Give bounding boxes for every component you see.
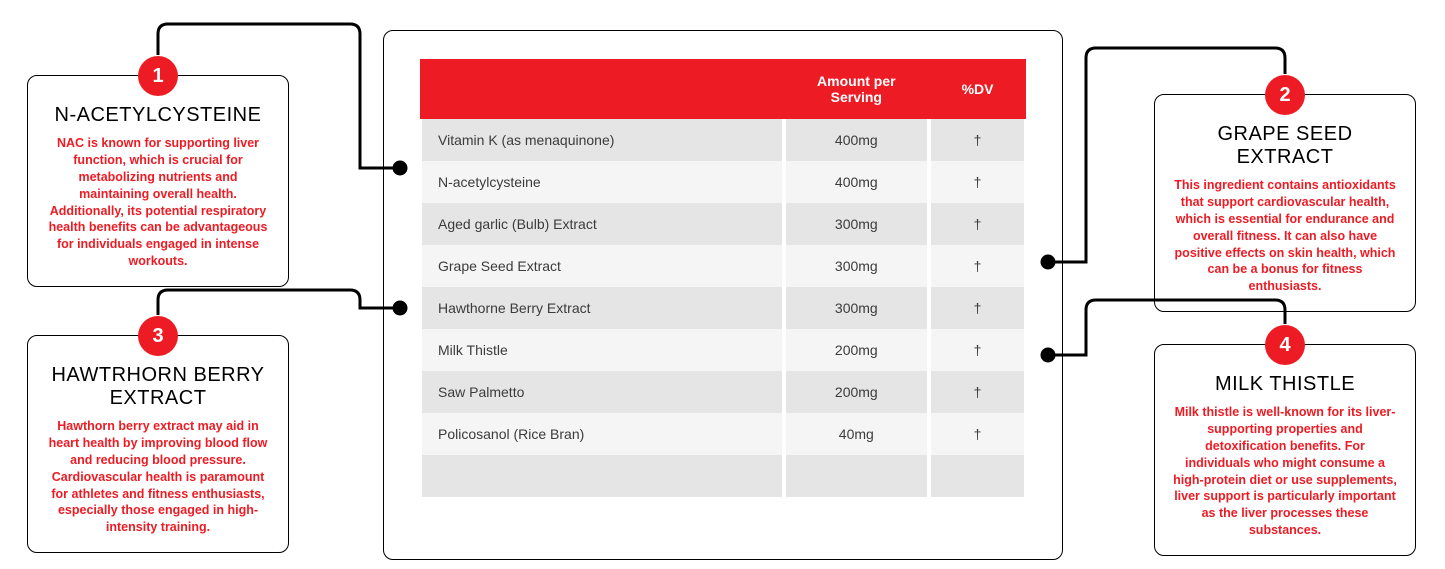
infographic-stage: Amount per Serving %DV Vitamin K (as men… (0, 0, 1445, 569)
connector-lines (0, 0, 1445, 569)
